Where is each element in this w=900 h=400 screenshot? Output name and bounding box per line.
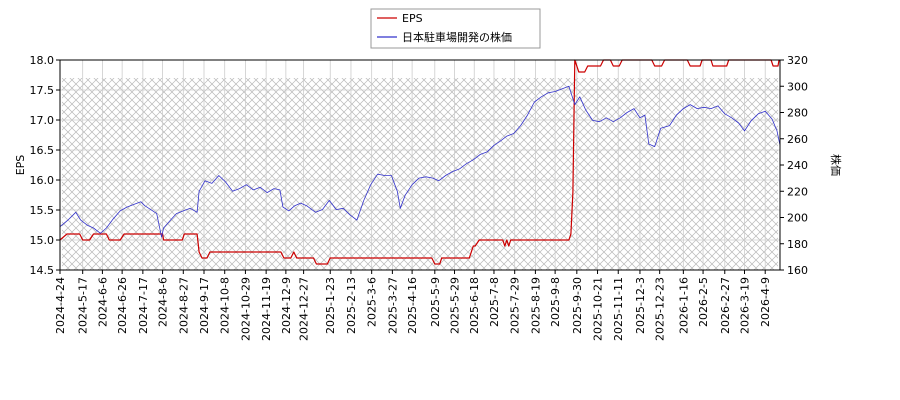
left-tick-label: 17.0 — [30, 114, 55, 127]
stock-price-line — [59, 85, 781, 238]
x-axis-ticks: 2024-4-24 2024-5-17 2024-6-6 2024-6-26 2024-… — [54, 270, 772, 341]
right-tick-label: 220 — [787, 185, 808, 198]
x-tick-label: 2025-4-16 — [406, 277, 419, 334]
x-tick-label: 2024-5-17 — [77, 277, 90, 334]
x-tick-label: 2026-1-16 — [677, 277, 690, 334]
left-axis-title: EPS — [14, 155, 27, 176]
legend-eps-label: EPS — [402, 12, 423, 25]
x-tick-label: 2024-8-27 — [177, 277, 190, 334]
x-tick-label: 2025-11-11 — [612, 277, 625, 341]
left-tick-label: 15.5 — [30, 204, 55, 217]
x-tick-label: 2025-5-29 — [449, 277, 462, 334]
right-axis-ticks: 160 180 200 220 240 260 280 300 320 — [780, 54, 808, 277]
right-tick-label: 240 — [787, 159, 808, 172]
x-tick-label: 2025-2-13 — [345, 277, 358, 334]
x-tick-label: 2025-12-3 — [634, 277, 647, 334]
right-tick-label: 160 — [787, 264, 808, 277]
legend-box — [370, 8, 541, 49]
x-tick-label: 2025-10-21 — [592, 277, 605, 341]
x-tick-label: 2026-4-9 — [759, 277, 772, 327]
x-tick-label: 2025-3-27 — [386, 277, 399, 334]
left-tick-label: 18.0 — [30, 54, 55, 67]
x-tick-label: 2026-2-27 — [719, 277, 732, 334]
left-tick-label: 15.0 — [30, 234, 55, 247]
x-tick-label: 2024-6-6 — [96, 277, 109, 327]
x-tick-label: 2026-2-5 — [697, 277, 710, 327]
x-tick-label: 2025-6-18 — [468, 277, 481, 334]
x-tick-label: 2026-3-19 — [738, 277, 751, 334]
right-tick-label: 260 — [787, 133, 808, 146]
x-tick-label: 2025-5-9 — [429, 277, 442, 327]
x-tick-label: 2024-10-29 — [239, 277, 252, 341]
right-tick-label: 200 — [787, 212, 808, 225]
x-tick-label: 2024-4-24 — [54, 277, 67, 334]
left-tick-label: 17.5 — [30, 84, 55, 97]
x-tick-label: 2025-7-8 — [488, 277, 501, 327]
x-tick-label: 2025-9-30 — [571, 277, 584, 334]
x-tick-label: 2025-9-8 — [549, 277, 562, 327]
x-tick-label: 2025-8-19 — [529, 277, 542, 334]
x-tick-label: 2024-11-19 — [260, 277, 273, 341]
right-tick-label: 320 — [787, 54, 808, 67]
x-tick-label: 2024-7-17 — [137, 277, 150, 334]
right-tick-label: 180 — [787, 238, 808, 251]
legend-stock-label: 日本駐車場開発の株価 — [402, 30, 512, 44]
x-tick-label: 2024-6-26 — [116, 277, 129, 334]
right-axis-title: 株価 — [829, 154, 843, 176]
x-tick-label: 2025-1-23 — [324, 277, 337, 334]
hatched-region — [62, 78, 778, 270]
left-tick-label: 16.0 — [30, 174, 55, 187]
x-tick-label: 2024-12-27 — [298, 277, 311, 341]
left-tick-label: 14.5 — [30, 264, 55, 277]
left-axis-ticks: 14.5 15.0 15.5 16.0 16.5 17.0 17.5 18.0 — [30, 54, 60, 277]
right-tick-label: 280 — [787, 107, 808, 120]
x-tick-label: 2024-12-9 — [280, 277, 293, 334]
x-tick-label: 2025-7-29 — [509, 277, 522, 334]
x-tick-label: 2025-3-6 — [366, 277, 379, 327]
x-tick-label: 2024-8-6 — [157, 277, 170, 327]
legend: EPS 日本駐車場開発の株価 — [370, 8, 541, 49]
left-tick-label: 16.5 — [30, 144, 55, 157]
x-tick-label: 2025-12-23 — [654, 277, 667, 341]
x-tick-label: 2024-10-8 — [219, 277, 232, 334]
x-tick-label: 2024-9-17 — [198, 277, 211, 334]
right-tick-label: 300 — [787, 80, 808, 93]
